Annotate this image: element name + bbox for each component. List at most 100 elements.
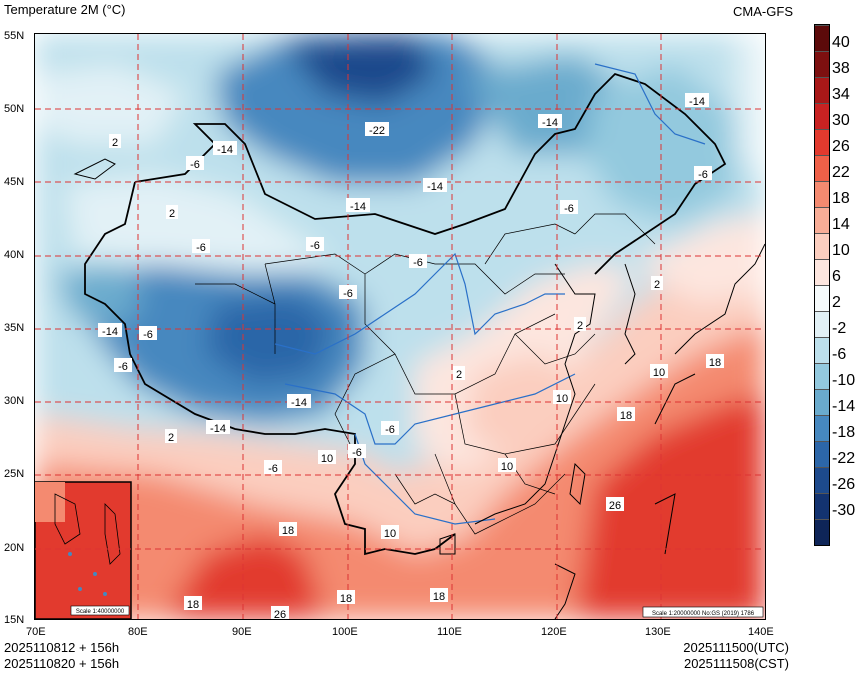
contour-label-bg: [271, 606, 289, 619]
colorbar-label: 14: [832, 216, 850, 233]
contour-label-bg: [318, 450, 336, 464]
lon-tick-110: 110E: [437, 626, 462, 638]
contour-label: 26: [609, 500, 621, 512]
contour-label: -6: [564, 203, 574, 215]
lat-tick-30: 30N: [4, 395, 25, 407]
lat-lon-grid: [35, 34, 765, 619]
contour-label-bg: [617, 407, 635, 421]
map-canvas: Scale 1:40000000: [35, 34, 765, 619]
contour-label: -6: [413, 257, 423, 269]
lat-tick-50: 50N: [4, 103, 25, 115]
contour-label-bg: [685, 93, 709, 107]
contour-label: 10: [384, 528, 396, 540]
contour-labels: 2 -6 -14 -22 -14 -14 -6 -14 -14 2 -6 -6 -6 -6 -6 2 -14 -6…: [98, 93, 724, 619]
valid-time-utc: 2025111500(UTC): [683, 640, 789, 655]
contour-label-bg: [430, 588, 448, 602]
colorbar-label: -30: [832, 502, 856, 519]
contour-label: -6: [343, 288, 353, 300]
colorbar-segment: [815, 233, 829, 259]
colorbar-label: -18: [832, 424, 856, 441]
lat-tick-40: 40N: [4, 249, 25, 261]
contour-label-bg: [192, 239, 210, 253]
main-scale-label: Scale 1:20000000 No:GS (2019) 1786: [652, 611, 755, 617]
colorbar-label: 30: [832, 112, 850, 129]
contour-label-bg: [706, 354, 724, 368]
contour-label-bg: [694, 166, 712, 180]
contour-label: 2: [654, 279, 660, 291]
colorbar-segment: [815, 259, 829, 285]
colorbar-segment: [815, 155, 829, 181]
lon-tick-140: 140E: [748, 626, 774, 638]
colorbar-label: -22: [832, 450, 856, 467]
contour-label: 18: [620, 410, 632, 422]
init-time-cst: 2025110820 + 156h: [4, 656, 120, 671]
contour-label: -14: [542, 117, 558, 129]
colorbar-label: 6: [832, 268, 841, 285]
colorbar-label: -2: [832, 320, 847, 337]
colorbar-segment: [815, 363, 829, 389]
colorbar-segment: [815, 129, 829, 155]
init-time-utc: 2025110812 + 156h: [4, 640, 120, 655]
colorbar-label: 34: [832, 86, 850, 103]
lat-tick-25: 25N: [4, 468, 25, 480]
colorbar-label: 22: [832, 164, 850, 181]
map-title: Temperature 2M (°C): [4, 2, 126, 17]
contour-label-bg: [109, 134, 121, 148]
contour-label: 2: [168, 432, 174, 444]
contour-label-bg: [339, 285, 357, 299]
contour-label: -14: [217, 144, 233, 156]
inset-scale-label: Scale 1:40000000: [76, 609, 125, 615]
coastlines: [73, 158, 765, 619]
colorbar-segment: [815, 311, 829, 337]
colorbar-segment: [815, 51, 829, 77]
contour-label: 18: [187, 599, 199, 611]
lon-tick-130: 130E: [645, 626, 671, 638]
rivers: [274, 63, 706, 525]
contour-label-bg: [184, 596, 202, 610]
colorbar-label: -26: [832, 476, 856, 493]
contour-label-bg: [139, 326, 157, 340]
contour-label-bg: [409, 254, 427, 268]
colorbar-segment: [815, 181, 829, 207]
contour-label: 10: [501, 461, 513, 473]
colorbar-segment: [815, 285, 829, 311]
colorbar-segment: [815, 337, 829, 363]
contour-label: 10: [321, 453, 333, 465]
lat-tick-15: 15N: [4, 614, 25, 626]
contour-label: -14: [291, 397, 307, 409]
contour-label: -6: [310, 240, 320, 252]
colorbar-segment: [815, 467, 829, 493]
contour-label: 2: [577, 320, 583, 332]
contour-label: -14: [350, 201, 366, 213]
lat-tick-20: 20N: [4, 542, 25, 554]
contour-label-bg: [98, 323, 122, 337]
colorbar-label: 40: [832, 34, 850, 51]
contour-label-bg: [365, 122, 389, 136]
contour-label: -6: [118, 361, 128, 373]
contour-label-bg: [166, 205, 178, 219]
contour-label-bg: [381, 421, 399, 435]
contour-label: 2: [112, 137, 118, 149]
colorbar-segment: [815, 389, 829, 415]
contour-label-bg: [114, 358, 132, 372]
colorbar-label: 26: [832, 138, 850, 155]
contour-label: -6: [698, 169, 708, 181]
lat-tick-35: 35N: [4, 322, 25, 334]
inset-map: Scale 1:40000000: [35, 481, 132, 619]
contour-label-bg: [337, 590, 355, 604]
colorbar-label: 38: [832, 60, 850, 77]
contour-label-bg: [453, 366, 465, 380]
contour-label: -6: [190, 159, 200, 171]
contour-label: -6: [352, 447, 362, 459]
contour-label-bg: [498, 458, 516, 472]
country-borders: [84, 72, 727, 556]
lon-tick-90: 90E: [232, 626, 252, 638]
colorbar-segment: [815, 415, 829, 441]
colorbar: [814, 24, 830, 546]
lon-tick-100: 100E: [332, 626, 358, 638]
contour-label-bg: [346, 198, 370, 212]
contour-label: 10: [653, 367, 665, 379]
colorbar-label: -14: [832, 398, 856, 415]
lon-tick-120: 120E: [541, 626, 567, 638]
contour-label-bg: [423, 178, 447, 192]
